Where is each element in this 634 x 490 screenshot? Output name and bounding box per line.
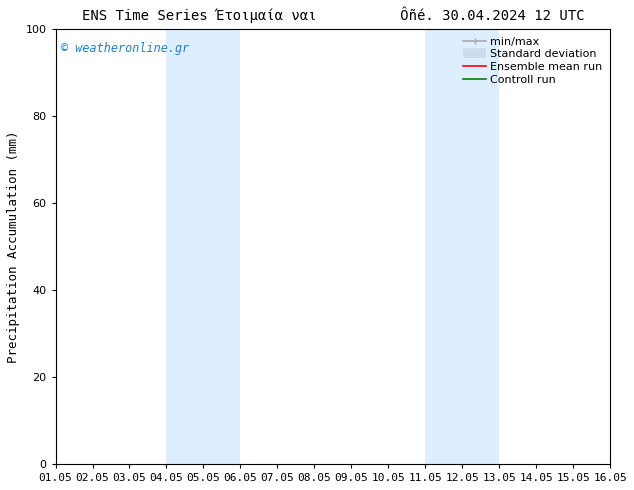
Bar <box>167 29 240 464</box>
Text: © weatheronline.gr: © weatheronline.gr <box>61 42 190 55</box>
Bar <box>425 29 499 464</box>
Y-axis label: Precipitation Accumulation (mm): Precipitation Accumulation (mm) <box>7 130 20 363</box>
Legend: min/max, Standard deviation, Ensemble mean run, Controll run: min/max, Standard deviation, Ensemble me… <box>462 34 605 87</box>
Title: ENS Time Series Έτοιμαία ναι          Ôñé. 30.04.2024 12 UTC: ENS Time Series Έτοιμαία ναι Ôñé. 30.04.… <box>82 7 584 24</box>
